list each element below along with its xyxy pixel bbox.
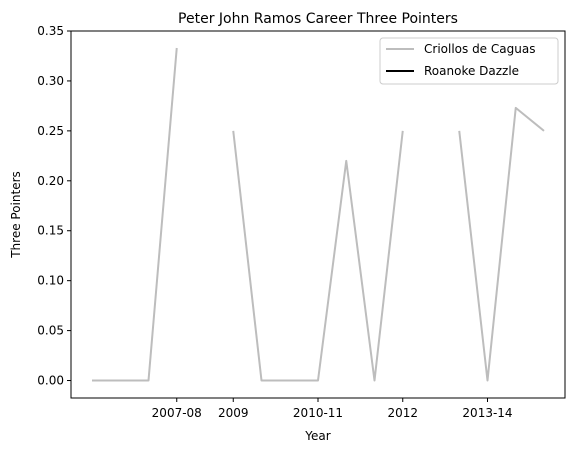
- legend-label-series-0: Criollos de Caguas: [424, 42, 535, 56]
- plot-area: [92, 47, 545, 382]
- series-line-segment: [458, 106, 545, 382]
- x-tick-label: 2007-08: [152, 406, 202, 420]
- x-tick-label: 2013-14: [462, 406, 512, 420]
- legend: Criollos de Caguas Roanoke Dazzle: [379, 37, 559, 85]
- y-tick-label: 0.10: [37, 274, 64, 288]
- x-tick-label: 2010-11: [293, 406, 343, 420]
- series-line-segment: [232, 130, 404, 382]
- y-tick-label: 0.15: [37, 224, 64, 238]
- legend-label-series-1: Roanoke Dazzle: [424, 64, 519, 78]
- y-axis-label: Three Pointers: [9, 171, 23, 259]
- y-tick-label: 0.30: [37, 74, 64, 88]
- y-tick-label: 0.05: [37, 324, 64, 338]
- chart-title: Peter John Ramos Career Three Pointers: [178, 11, 458, 27]
- y-tick-label: 0.25: [37, 124, 64, 138]
- y-axis: 0.00 0.05 0.10 0.15 0.20 0.25 0.30 0.35: [37, 24, 71, 388]
- y-tick-label: 0.35: [37, 24, 64, 38]
- y-tick-label: 0.20: [37, 174, 64, 188]
- x-axis-label: Year: [304, 429, 330, 443]
- series-line-segment: [92, 47, 178, 382]
- y-tick-label: 0.00: [37, 374, 64, 388]
- series-0: [92, 47, 545, 382]
- x-axis: 2007-08 2009 2010-11 2012 2013-14: [152, 398, 513, 420]
- x-tick-label: 2012: [387, 406, 418, 420]
- legend-box: [379, 37, 559, 85]
- x-tick-label: 2009: [218, 406, 249, 420]
